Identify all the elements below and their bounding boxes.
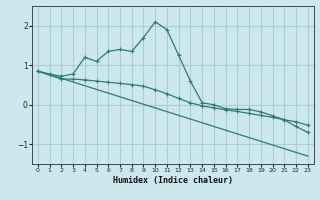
X-axis label: Humidex (Indice chaleur): Humidex (Indice chaleur) xyxy=(113,176,233,185)
